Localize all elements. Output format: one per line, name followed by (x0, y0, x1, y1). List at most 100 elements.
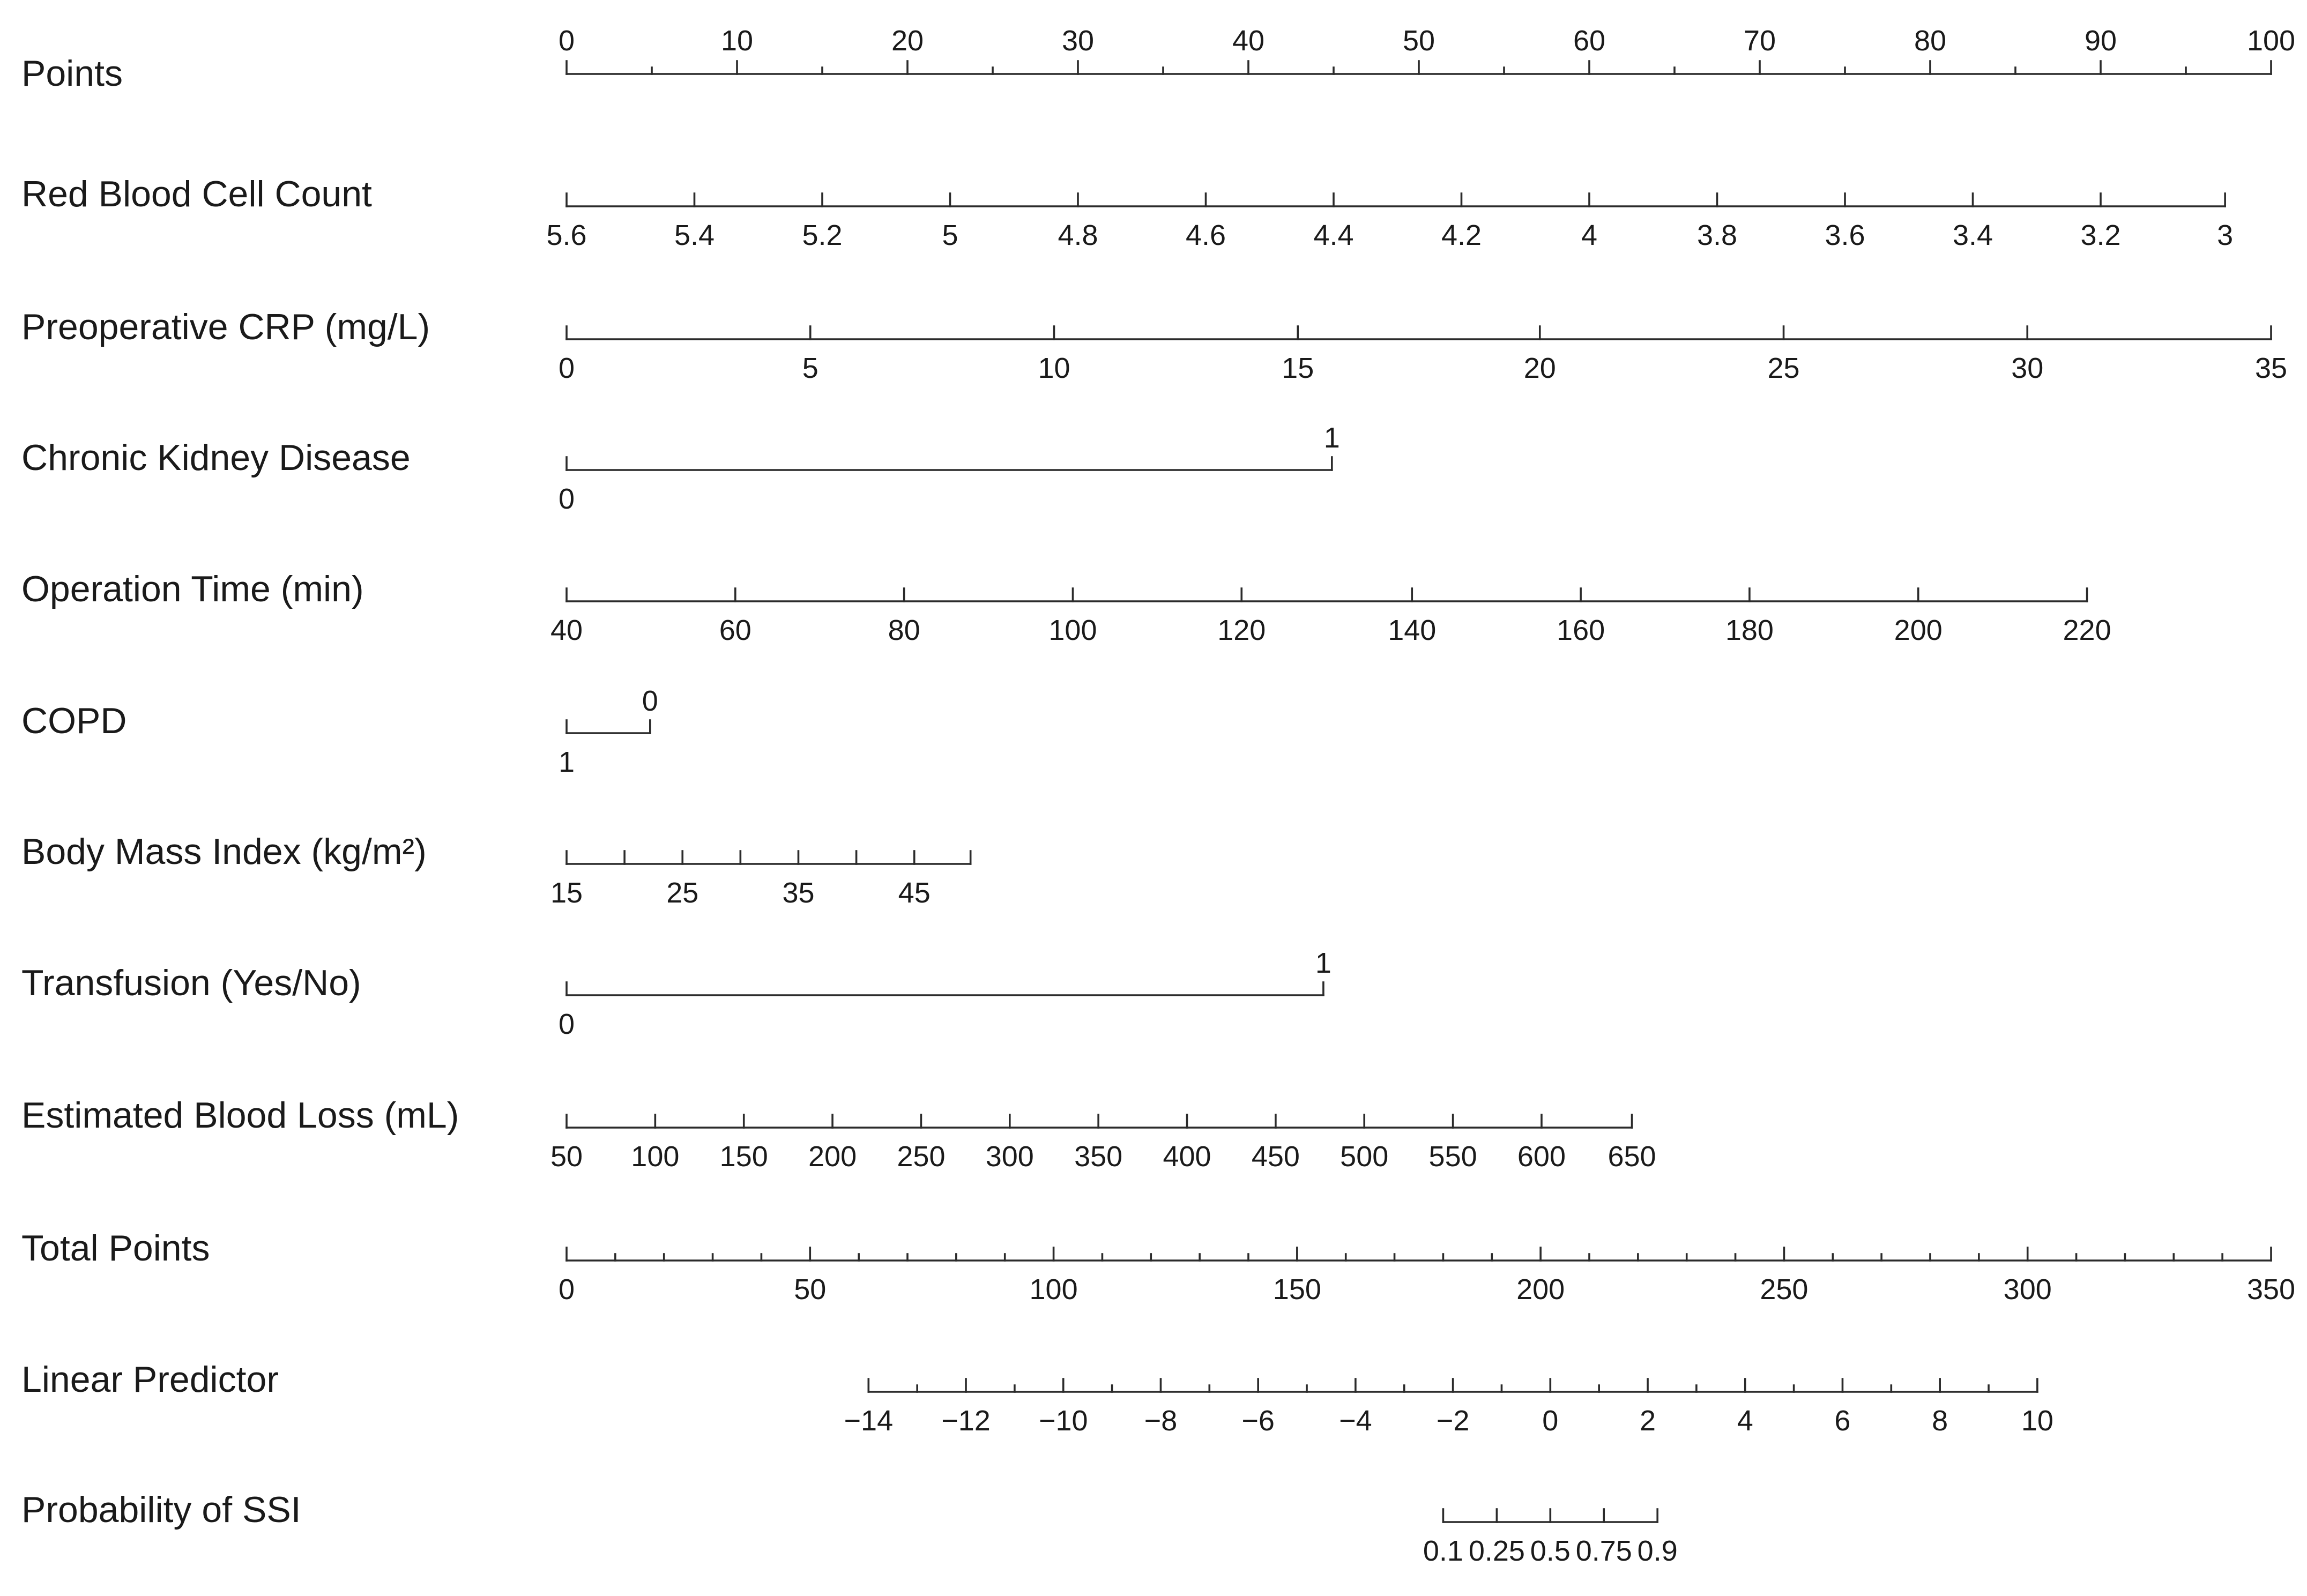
total-points-tick-label: 50 (794, 1273, 826, 1306)
variable-row-label: Body Mass Index (kg/m²) (21, 831, 427, 872)
variable-tick-label: 100 (1048, 614, 1097, 646)
variable-tick-label: 200 (1894, 614, 1943, 646)
variable-tick-label: 220 (2063, 614, 2111, 646)
total-points-tick-label: 350 (2247, 1273, 2295, 1306)
variable-row-label: Operation Time (min) (21, 569, 364, 609)
variable-tick-label: 0 (642, 685, 658, 717)
variable-tick-label: 5 (942, 219, 958, 251)
variable-tick-label: 5.4 (674, 219, 715, 251)
variable-tick-label: 4.2 (1441, 219, 1482, 251)
linear-predictor-row-label: Linear Predictor (21, 1359, 279, 1400)
variable-tick-label: 0 (559, 1008, 575, 1040)
variable-tick-label: 80 (888, 614, 920, 646)
points-tick-label: 100 (2247, 25, 2295, 57)
total-points-tick-label: 250 (1760, 1273, 1808, 1306)
variable-row-label: Transfusion (Yes/No) (21, 963, 361, 1003)
variable-tick-label: 200 (808, 1140, 857, 1173)
linear-predictor-tick-label: −8 (1144, 1405, 1178, 1437)
variable-tick-label: 25 (666, 877, 698, 909)
probability-tick-label: 0.5 (1530, 1535, 1571, 1567)
probability-tick-label: 0.9 (1638, 1535, 1678, 1567)
variable-tick-label: 60 (719, 614, 751, 646)
variable-tick-label: 500 (1340, 1140, 1388, 1173)
variable-tick-label: 35 (2255, 352, 2287, 384)
probability-tick-label: 0.1 (1423, 1535, 1463, 1567)
points-tick-label: 30 (1062, 25, 1094, 57)
variable-tick-label: 45 (898, 877, 931, 909)
variable-tick-label: 20 (1524, 352, 1556, 384)
variable-row-label: Chronic Kidney Disease (21, 437, 411, 478)
variable-row-label: Red Blood Cell Count (21, 174, 372, 214)
variable-tick-label: 0 (559, 483, 575, 515)
total-points-tick-label: 0 (559, 1273, 575, 1306)
linear-predictor-tick-label: 6 (1834, 1405, 1850, 1437)
variable-tick-label: 100 (631, 1140, 679, 1173)
variable-tick-label: 1 (559, 746, 575, 778)
probability-tick-label: 0.75 (1576, 1535, 1632, 1567)
total-points-tick-label: 100 (1030, 1273, 1078, 1306)
variable-tick-label: 400 (1163, 1140, 1211, 1173)
total-points-tick-label: 300 (2004, 1273, 2052, 1306)
points-tick-label: 20 (891, 25, 924, 57)
linear-predictor-tick-label: 0 (1542, 1405, 1558, 1437)
variable-tick-label: 25 (1767, 352, 1799, 384)
points-row-label: Points (21, 53, 123, 94)
variable-tick-label: 40 (550, 614, 583, 646)
points-tick-label: 40 (1232, 25, 1264, 57)
total-points-tick-label: 150 (1273, 1273, 1321, 1306)
linear-predictor-tick-label: 4 (1737, 1405, 1753, 1437)
variable-tick-label: 10 (1038, 352, 1070, 384)
variable-tick-label: 4.4 (1313, 219, 1353, 251)
linear-predictor-tick-label: 2 (1640, 1405, 1656, 1437)
variable-tick-label: 5.2 (802, 219, 842, 251)
variable-tick-label: 3.6 (1825, 219, 1865, 251)
variable-tick-label: 180 (1725, 614, 1774, 646)
linear-predictor-tick-label: −10 (1039, 1405, 1088, 1437)
variable-tick-label: 550 (1429, 1140, 1477, 1173)
points-tick-label: 10 (721, 25, 753, 57)
variable-tick-label: 3.8 (1697, 219, 1737, 251)
linear-predictor-tick-label: −14 (844, 1405, 894, 1437)
variable-tick-label: 350 (1074, 1140, 1122, 1173)
linear-predictor-tick-label: 8 (1932, 1405, 1948, 1437)
variable-tick-label: 160 (1557, 614, 1605, 646)
probability-tick-label: 0.25 (1469, 1535, 1525, 1567)
variable-tick-label: 50 (550, 1140, 583, 1173)
points-tick-label: 70 (1744, 25, 1776, 57)
variable-tick-label: 3.2 (2080, 219, 2120, 251)
variable-tick-label: 3.4 (1953, 219, 1993, 251)
variable-tick-label: 650 (1608, 1140, 1656, 1173)
variable-tick-label: 0 (559, 352, 575, 384)
linear-predictor-tick-label: −6 (1241, 1405, 1275, 1437)
points-tick-label: 0 (559, 25, 575, 57)
variable-tick-label: 250 (897, 1140, 945, 1173)
variable-tick-label: 1 (1324, 422, 1340, 454)
variable-tick-label: 150 (720, 1140, 768, 1173)
total-points-tick-label: 200 (1516, 1273, 1565, 1306)
points-tick-label: 50 (1403, 25, 1435, 57)
linear-predictor-tick-label: 10 (2021, 1405, 2053, 1437)
variable-tick-label: 4.8 (1058, 219, 1098, 251)
linear-predictor-tick-label: −4 (1339, 1405, 1372, 1437)
variable-tick-label: 4 (1581, 219, 1597, 251)
variable-tick-label: 450 (1252, 1140, 1300, 1173)
variable-row-label: COPD (21, 700, 126, 741)
variable-tick-label: 4.6 (1186, 219, 1226, 251)
linear-predictor-tick-label: −2 (1437, 1405, 1470, 1437)
variable-tick-label: 30 (2011, 352, 2043, 384)
variable-row-label: Preoperative CRP (mg/L) (21, 307, 430, 347)
total-points-row-label: Total Points (21, 1228, 210, 1269)
variable-tick-label: 120 (1217, 614, 1266, 646)
variable-row-label: Estimated Blood Loss (mL) (21, 1095, 459, 1136)
linear-predictor-tick-label: −12 (941, 1405, 991, 1437)
variable-tick-label: 600 (1517, 1140, 1566, 1173)
variable-tick-label: 5.6 (546, 219, 586, 251)
variable-tick-label: 300 (986, 1140, 1034, 1173)
variable-tick-label: 1 (1315, 947, 1331, 979)
points-tick-label: 80 (1914, 25, 1946, 57)
variable-tick-label: 3 (2217, 219, 2233, 251)
variable-tick-label: 140 (1388, 614, 1436, 646)
points-tick-label: 60 (1573, 25, 1605, 57)
